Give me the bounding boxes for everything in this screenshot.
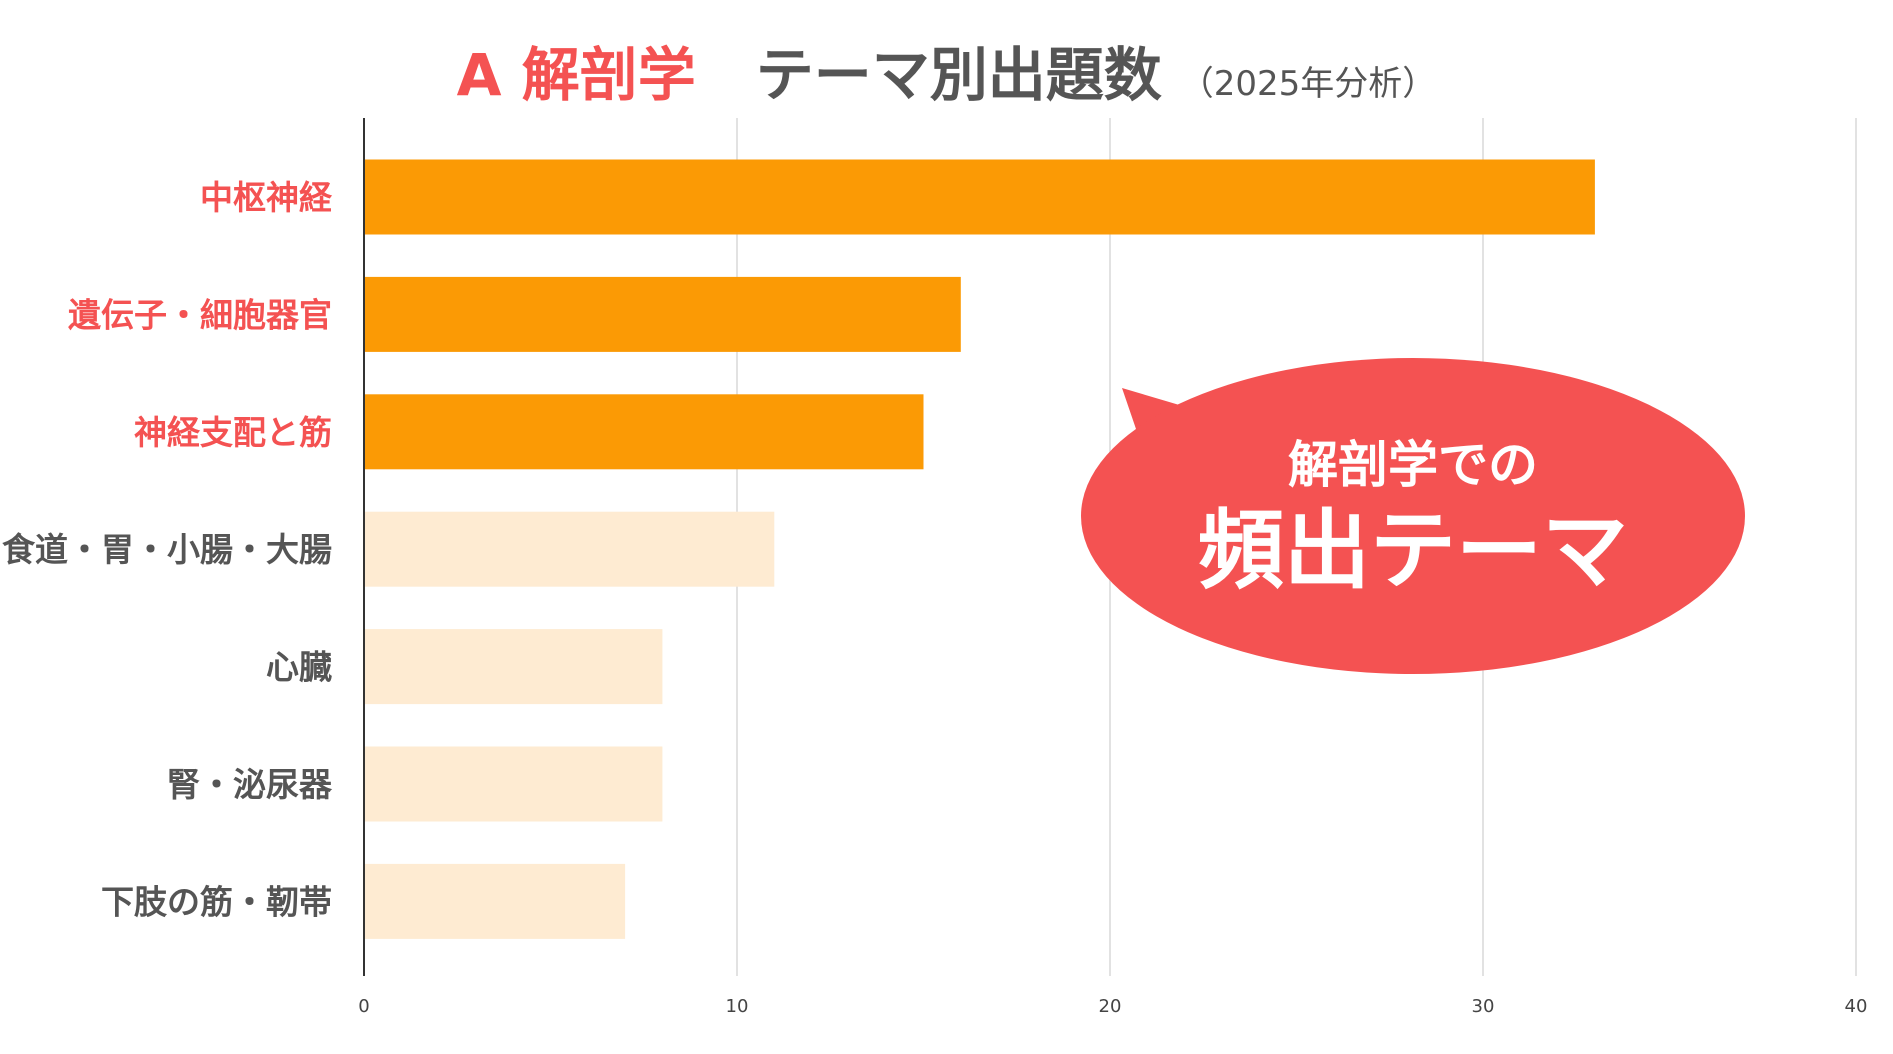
title-main: テーマ別出題数 <box>755 41 1162 109</box>
category-label: 神経支配と筋 <box>134 413 332 452</box>
bar <box>364 159 1595 235</box>
category-label: 遺伝子・細胞器官 <box>68 295 332 334</box>
bar <box>364 394 924 470</box>
bar <box>364 629 663 705</box>
x-tick-label: 30 <box>1472 996 1495 1017</box>
x-tick-label: 0 <box>358 996 369 1017</box>
callout-line1: 解剖学での <box>1288 436 1538 494</box>
bar <box>364 863 626 939</box>
category-label: 腎・泌尿器 <box>167 765 333 804</box>
callout-bubble <box>1081 358 1745 674</box>
title-sub: （2025年分析） <box>1179 64 1437 104</box>
x-tick-label: 10 <box>726 996 749 1017</box>
chart-title: A 解剖学 テーマ別出題数 （2025年分析） <box>0 28 1893 112</box>
title-highlight: A 解剖学 <box>456 41 696 109</box>
category-label: 心臓 <box>266 648 332 687</box>
callout-line2: 頻出テーマ <box>1198 501 1628 601</box>
bar <box>364 511 775 587</box>
x-tick-label: 40 <box>1845 996 1868 1017</box>
x-tick-label: 20 <box>1099 996 1122 1017</box>
bar <box>364 746 663 822</box>
category-label: 下肢の筋・靭帯 <box>101 882 332 921</box>
category-label: 中枢神経 <box>200 178 333 217</box>
category-label: 食道・胃・小腸・大腸 <box>2 530 332 569</box>
bar <box>364 276 961 352</box>
